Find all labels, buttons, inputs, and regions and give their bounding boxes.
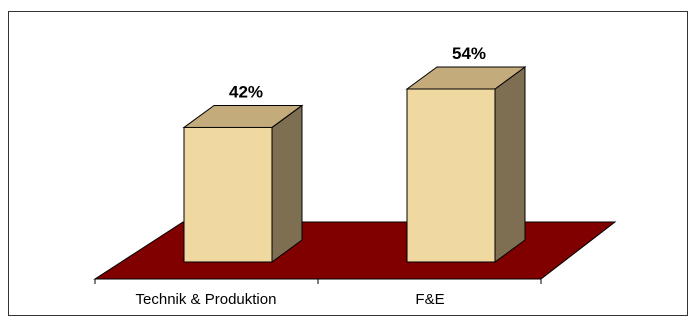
labels-group: 42% Technik & Produktion 54% F&E (136, 44, 486, 308)
data-label-1: 42% (229, 82, 263, 101)
bar-1 (183, 126, 273, 263)
x-tick-label-2: F&E (415, 291, 444, 308)
bars-group (182, 66, 527, 263)
bar-2 (406, 88, 496, 263)
data-label-2: 54% (452, 44, 486, 63)
x-tick-label-1: Technik & Produktion (136, 291, 277, 308)
chart-floor (93, 221, 617, 280)
bar-1-side (271, 104, 303, 263)
bar-2-side (494, 66, 526, 263)
